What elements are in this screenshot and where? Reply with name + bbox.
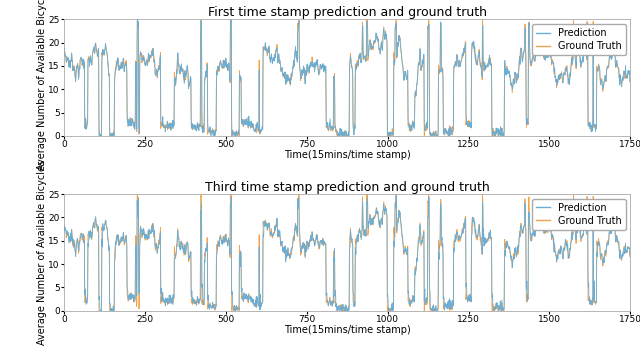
Prediction xyxy=(392,193,400,198)
Prediction xyxy=(60,224,68,228)
Ground Truth xyxy=(232,309,240,313)
Prediction xyxy=(558,75,566,79)
Prediction xyxy=(126,115,134,120)
Ground Truth xyxy=(204,128,212,132)
Y-axis label: Average Number of Available Bicycles: Average Number of Available Bicycles xyxy=(37,0,47,170)
Line: Ground Truth: Ground Truth xyxy=(64,19,631,136)
Ground Truth xyxy=(558,76,566,80)
Line: Ground Truth: Ground Truth xyxy=(64,194,631,311)
Legend: Prediction, Ground Truth: Prediction, Ground Truth xyxy=(532,199,625,230)
Ground Truth xyxy=(558,251,566,255)
Ground Truth xyxy=(627,254,635,259)
Line: Prediction: Prediction xyxy=(64,20,631,136)
Prediction xyxy=(96,134,104,138)
Prediction xyxy=(86,53,94,58)
Prediction xyxy=(204,293,212,297)
Ground Truth xyxy=(95,309,103,313)
Prediction xyxy=(134,18,141,22)
Ground Truth xyxy=(126,117,134,121)
Prediction xyxy=(205,127,212,131)
Ground Truth xyxy=(232,134,240,138)
Title: First time stamp prediction and ground truth: First time stamp prediction and ground t… xyxy=(208,6,486,19)
Ground Truth xyxy=(86,230,94,234)
Y-axis label: Average Number of Available Bicycles: Average Number of Available Bicycles xyxy=(37,160,47,345)
Ground Truth xyxy=(95,134,103,138)
Ground Truth xyxy=(60,223,68,227)
Prediction xyxy=(232,308,240,312)
Prediction xyxy=(627,254,635,259)
Prediction xyxy=(126,292,134,296)
Ground Truth xyxy=(60,48,68,53)
Ground Truth xyxy=(575,226,582,230)
Prediction xyxy=(86,228,94,232)
Prediction xyxy=(575,225,582,229)
Legend: Prediction, Ground Truth: Prediction, Ground Truth xyxy=(532,24,625,55)
Ground Truth xyxy=(204,303,212,307)
Prediction xyxy=(60,45,68,49)
Prediction xyxy=(627,82,635,86)
Prediction xyxy=(558,249,566,253)
X-axis label: Time(15mins/time stamp): Time(15mins/time stamp) xyxy=(284,325,411,335)
Title: Third time stamp prediction and ground truth: Third time stamp prediction and ground t… xyxy=(205,181,490,194)
Prediction xyxy=(232,130,240,134)
Prediction xyxy=(96,309,104,313)
Ground Truth xyxy=(575,51,582,55)
Ground Truth xyxy=(126,292,134,296)
Ground Truth xyxy=(479,192,486,196)
Ground Truth xyxy=(479,17,486,21)
Line: Prediction: Prediction xyxy=(64,196,631,311)
Prediction xyxy=(575,51,582,55)
Ground Truth xyxy=(627,80,635,84)
X-axis label: Time(15mins/time stamp): Time(15mins/time stamp) xyxy=(284,150,411,160)
Ground Truth xyxy=(86,55,94,59)
